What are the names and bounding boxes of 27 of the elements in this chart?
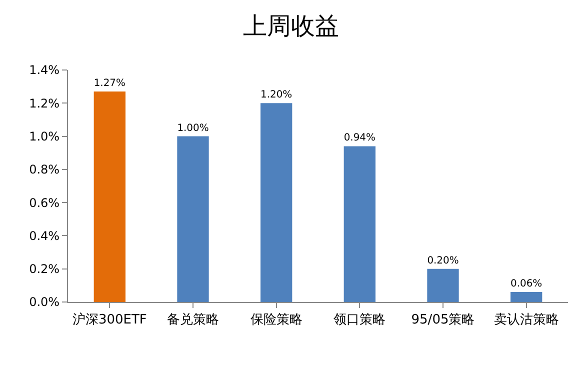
x-tick-label: 95/05策略 <box>411 312 475 328</box>
y-tick-label: 1.0% <box>29 129 60 144</box>
x-tick-label: 备兑策略 <box>167 312 219 328</box>
bar <box>260 103 292 302</box>
x-tick-label: 卖认沽策略 <box>494 312 559 328</box>
data-label: 0.06% <box>510 278 542 290</box>
data-label: 0.94% <box>344 132 376 144</box>
y-tick-label: 0.4% <box>29 228 60 243</box>
y-tick-label: 1.4% <box>29 63 60 78</box>
y-tick-label: 0.0% <box>29 295 60 310</box>
chart-title: 上周收益 <box>243 12 339 40</box>
y-tick-label: 0.2% <box>29 262 60 276</box>
data-label: 1.20% <box>260 90 292 101</box>
data-label: 1.00% <box>177 122 209 134</box>
bar <box>510 292 542 302</box>
bar <box>177 136 209 302</box>
bar <box>427 268 459 302</box>
data-label: 0.20% <box>427 255 459 266</box>
bar <box>94 92 126 302</box>
x-tick-label: 领口策略 <box>334 312 386 328</box>
x-tick-label: 保险策略 <box>250 312 302 328</box>
x-tick-label: 沪深300ETF <box>72 312 147 328</box>
bar <box>344 146 376 302</box>
data-label: 1.27% <box>94 78 126 90</box>
y-tick-label: 0.8% <box>29 162 60 177</box>
y-tick-label: 0.6% <box>29 196 60 210</box>
y-tick-label: 1.2% <box>29 96 60 110</box>
